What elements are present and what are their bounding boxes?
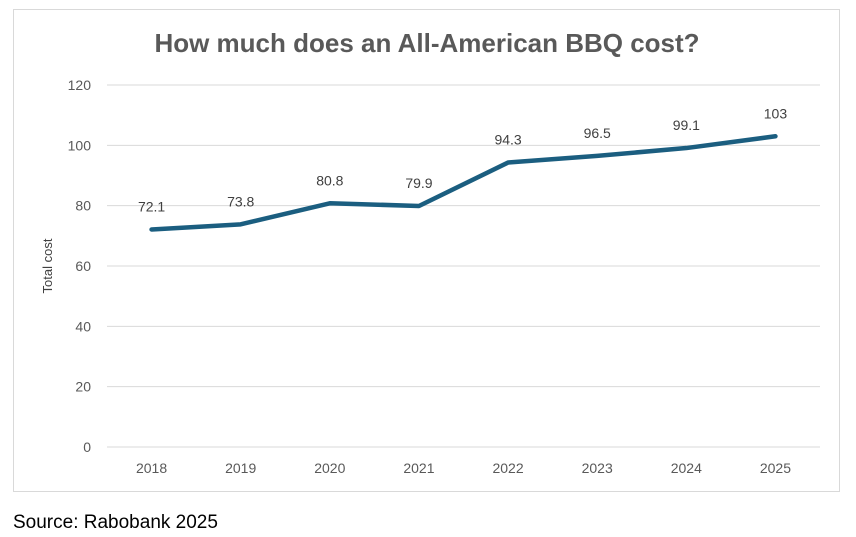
y-tick-label: 20 — [75, 379, 91, 395]
data-label: 79.9 — [405, 175, 432, 191]
x-tick-label: 2023 — [582, 460, 613, 476]
series-line — [149, 134, 778, 232]
data-label: 72.1 — [138, 198, 165, 214]
chart-frame — [13, 9, 840, 492]
source-note: Source: Rabobank 2025 — [13, 512, 218, 533]
y-tick-label: 0 — [83, 439, 91, 455]
x-tick-label: 2022 — [492, 460, 523, 476]
data-label: 103 — [764, 105, 788, 121]
y-tick-label: 40 — [75, 318, 91, 334]
x-tick-label: 2024 — [671, 460, 702, 476]
chart-title: How much does an All-American BBQ cost? — [154, 28, 699, 58]
data-label: 96.5 — [584, 125, 611, 141]
y-tick-label: 100 — [68, 137, 92, 153]
x-tick-label: 2019 — [225, 460, 256, 476]
data-label: 80.8 — [316, 172, 343, 188]
x-tick-label: 2025 — [760, 460, 791, 476]
x-tick-label: 2020 — [314, 460, 345, 476]
y-tick-label: 120 — [68, 77, 92, 93]
data-label: 73.8 — [227, 193, 254, 209]
y-tick-label: 80 — [75, 198, 91, 214]
data-label: 99.1 — [673, 117, 700, 133]
data-label: 94.3 — [494, 132, 521, 148]
y-axis-label: Total cost — [40, 238, 55, 293]
x-tick-label: 2018 — [136, 460, 167, 476]
x-tick-label: 2021 — [403, 460, 434, 476]
y-tick-label: 60 — [75, 258, 91, 274]
